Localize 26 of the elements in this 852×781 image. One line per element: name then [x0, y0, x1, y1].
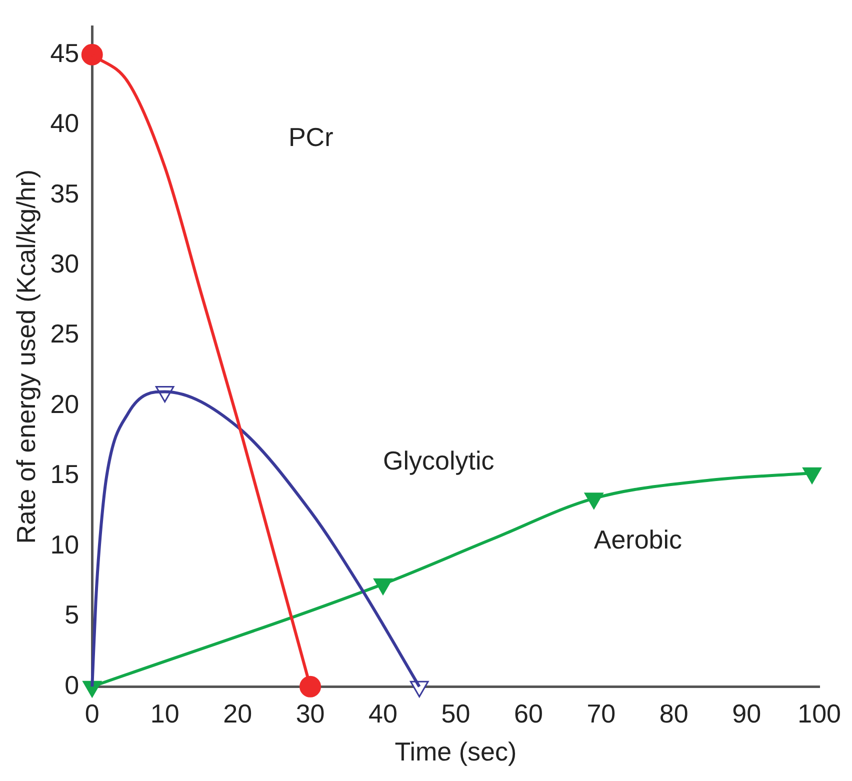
y-tick-label: 15 [50, 459, 80, 490]
x-axis-title: Time (sec) [394, 736, 517, 767]
x-tick-label: 20 [223, 698, 252, 728]
annotation: Aerobic [594, 524, 682, 555]
x-tick-label: 30 [296, 698, 325, 728]
x-tick-label: 60 [514, 698, 543, 728]
x-tick-label: 80 [659, 698, 688, 728]
y-tick-label: 0 [64, 670, 80, 700]
y-axis-title: Rate of energy used (Kcal/kg/hr) [10, 169, 41, 544]
y-tick-label: 25 [50, 318, 80, 349]
y-tick-label: 40 [50, 108, 80, 138]
annotation: Glycolytic [382, 445, 494, 476]
annotation: PCr [288, 122, 334, 152]
x-tick-label: 10 [150, 698, 180, 728]
x-tick-label: 90 [732, 698, 762, 728]
y-tick-label: 10 [50, 529, 80, 560]
y-tick-label: 5 [64, 600, 80, 630]
y-tick-label: 35 [50, 178, 80, 208]
x-tick-label: 50 [441, 698, 470, 728]
x-tick-label: 0 [84, 698, 100, 728]
x-tick-label: 40 [368, 698, 398, 728]
y-tick-label: 30 [50, 248, 80, 278]
x-tick-label: 70 [586, 698, 616, 728]
y-tick-label: 45 [50, 38, 80, 68]
y-tick-label: 20 [50, 388, 80, 419]
x-tick-label: 100 [798, 698, 842, 728]
